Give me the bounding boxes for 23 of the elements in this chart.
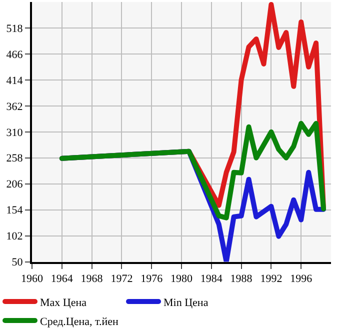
x-tick-label: 1964 [50,273,74,285]
y-tick-label: 50 [12,256,24,269]
x-tick-label: 1976 [140,273,164,285]
y-tick-label: 518 [6,22,24,35]
y-tick-label: 258 [6,152,24,165]
legend-label: Max Цена [40,296,87,309]
y-tick-label: 466 [6,48,24,61]
y-tick-label: 310 [6,126,24,139]
x-tick-label: 1984 [200,273,223,285]
x-tick-label: 1988 [230,273,253,285]
x-tick-label: 1968 [80,273,104,285]
x-tick-label: 1960 [21,273,44,285]
x-tick-label: 1980 [170,273,193,285]
y-tick-label: 102 [6,230,23,243]
x-tick-label: 1996 [290,273,313,285]
legend-label: Min Цена [164,296,208,309]
legend-label: Сред.Цена, т.йен [40,316,119,328]
y-tick-label: 206 [6,178,24,191]
x-tick-label: 1972 [110,273,133,285]
x-tick-label: 1992 [260,273,282,285]
y-tick-label: 414 [6,74,24,87]
y-tick-label: 362 [6,100,23,113]
y-tick-label: 154 [6,204,24,217]
